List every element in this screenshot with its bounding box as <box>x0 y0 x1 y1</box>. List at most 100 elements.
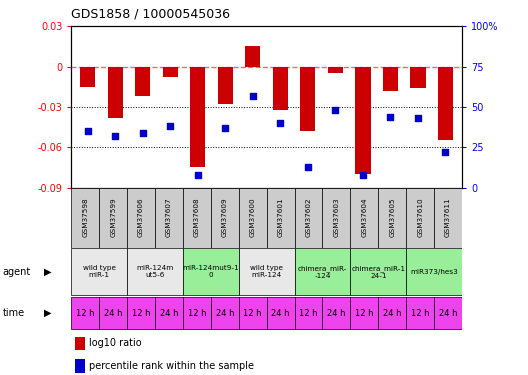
Text: time: time <box>3 308 25 318</box>
Bar <box>246 46 260 67</box>
Bar <box>155 188 183 248</box>
Text: GSM37606: GSM37606 <box>138 198 144 237</box>
Bar <box>127 297 155 329</box>
Bar <box>383 67 398 91</box>
Bar <box>378 297 406 329</box>
Point <box>194 172 202 178</box>
Text: miR373/hes3: miR373/hes3 <box>410 269 458 275</box>
Bar <box>410 67 426 88</box>
Text: percentile rank within the sample: percentile rank within the sample <box>89 361 254 371</box>
Text: 12 h: 12 h <box>76 309 95 318</box>
Text: 24 h: 24 h <box>159 309 178 318</box>
Point <box>441 149 450 155</box>
Text: GSM37601: GSM37601 <box>278 198 284 237</box>
Text: GSM37603: GSM37603 <box>333 198 340 237</box>
Text: miR-124m
ut5-6: miR-124m ut5-6 <box>136 266 174 278</box>
Bar <box>239 188 267 248</box>
Text: wild type
miR-1: wild type miR-1 <box>83 266 116 278</box>
Text: 24 h: 24 h <box>439 309 457 318</box>
Bar <box>323 188 351 248</box>
Bar <box>355 67 371 174</box>
Text: 12 h: 12 h <box>132 309 150 318</box>
Bar <box>80 67 96 87</box>
Text: chimera_miR-1
24-1: chimera_miR-1 24-1 <box>351 265 406 279</box>
Point <box>138 130 147 136</box>
Bar <box>295 249 351 295</box>
Text: 12 h: 12 h <box>187 309 206 318</box>
Point <box>111 133 119 139</box>
Text: GSM37607: GSM37607 <box>166 198 172 237</box>
Text: 24 h: 24 h <box>327 309 346 318</box>
Text: 12 h: 12 h <box>243 309 262 318</box>
Text: 12 h: 12 h <box>355 309 374 318</box>
Bar <box>71 297 99 329</box>
Bar <box>183 297 211 329</box>
Bar <box>406 188 434 248</box>
Bar <box>323 297 351 329</box>
Bar <box>267 297 295 329</box>
Bar <box>295 188 323 248</box>
Text: GSM37611: GSM37611 <box>445 198 451 237</box>
Text: GSM37599: GSM37599 <box>110 198 116 237</box>
Bar <box>239 249 295 295</box>
Bar <box>71 188 99 248</box>
Text: ▶: ▶ <box>44 308 51 318</box>
Bar <box>218 67 233 104</box>
Point <box>359 172 367 178</box>
Text: 12 h: 12 h <box>411 309 429 318</box>
Bar <box>163 67 178 77</box>
Bar <box>438 67 453 141</box>
Point <box>386 114 395 120</box>
Bar <box>406 297 434 329</box>
Text: ▶: ▶ <box>44 267 51 277</box>
Bar <box>190 67 205 167</box>
Bar <box>127 249 183 295</box>
Bar <box>99 188 127 248</box>
Bar <box>239 297 267 329</box>
Bar <box>183 249 239 295</box>
Bar <box>406 249 462 295</box>
Bar <box>71 249 127 295</box>
Text: 12 h: 12 h <box>299 309 318 318</box>
Text: GSM37605: GSM37605 <box>389 198 395 237</box>
Bar <box>75 337 85 350</box>
Point <box>304 164 312 170</box>
Bar <box>183 188 211 248</box>
Bar <box>99 297 127 329</box>
Text: GSM37608: GSM37608 <box>194 198 200 237</box>
Point <box>331 107 340 113</box>
Bar <box>211 188 239 248</box>
Text: wild type
miR-124: wild type miR-124 <box>250 266 283 278</box>
Point <box>83 128 92 134</box>
Bar <box>155 297 183 329</box>
Bar <box>135 67 150 96</box>
Bar <box>300 67 316 131</box>
Text: log10 ratio: log10 ratio <box>89 339 142 348</box>
Text: 24 h: 24 h <box>215 309 234 318</box>
Bar <box>211 297 239 329</box>
Bar <box>351 297 378 329</box>
Point <box>249 93 257 99</box>
Text: GSM37610: GSM37610 <box>417 198 423 237</box>
Text: GDS1858 / 10000545036: GDS1858 / 10000545036 <box>71 8 230 21</box>
Bar <box>108 67 123 118</box>
Point <box>166 123 175 129</box>
Bar <box>351 188 378 248</box>
Text: GSM37604: GSM37604 <box>361 198 367 237</box>
Bar <box>434 297 462 329</box>
Text: GSM37609: GSM37609 <box>222 198 228 237</box>
Text: 24 h: 24 h <box>271 309 290 318</box>
Text: miR-124mut9-1
0: miR-124mut9-1 0 <box>183 266 239 278</box>
Text: 24 h: 24 h <box>104 309 122 318</box>
Text: agent: agent <box>3 267 31 277</box>
Text: GSM37598: GSM37598 <box>82 198 88 237</box>
Text: chimera_miR-
-124: chimera_miR- -124 <box>298 265 347 279</box>
Point <box>276 120 285 126</box>
Text: GSM37600: GSM37600 <box>250 198 256 237</box>
Bar <box>267 188 295 248</box>
Bar <box>378 188 406 248</box>
Point <box>221 125 230 131</box>
Bar <box>434 188 462 248</box>
Text: 24 h: 24 h <box>383 309 401 318</box>
Bar <box>273 67 288 110</box>
